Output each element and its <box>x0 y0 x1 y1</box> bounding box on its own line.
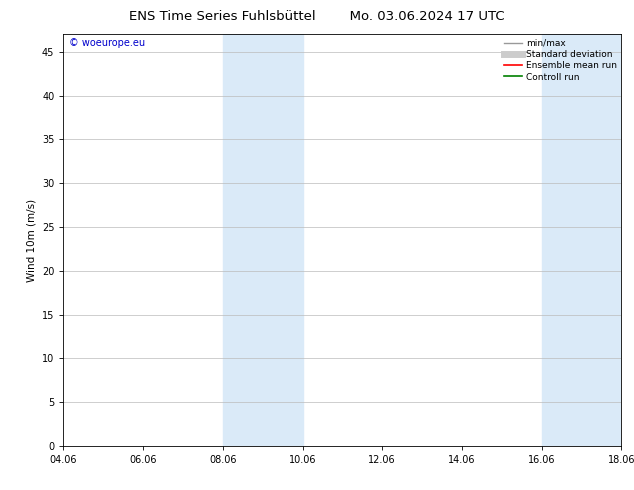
Y-axis label: Wind 10m (m/s): Wind 10m (m/s) <box>27 198 36 282</box>
Text: ENS Time Series Fuhlsbüttel        Mo. 03.06.2024 17 UTC: ENS Time Series Fuhlsbüttel Mo. 03.06.20… <box>129 10 505 23</box>
Bar <box>541 34 621 446</box>
Bar <box>223 34 302 446</box>
Text: © woeurope.eu: © woeurope.eu <box>69 38 145 49</box>
Legend: min/max, Standard deviation, Ensemble mean run, Controll run: min/max, Standard deviation, Ensemble me… <box>502 37 619 83</box>
